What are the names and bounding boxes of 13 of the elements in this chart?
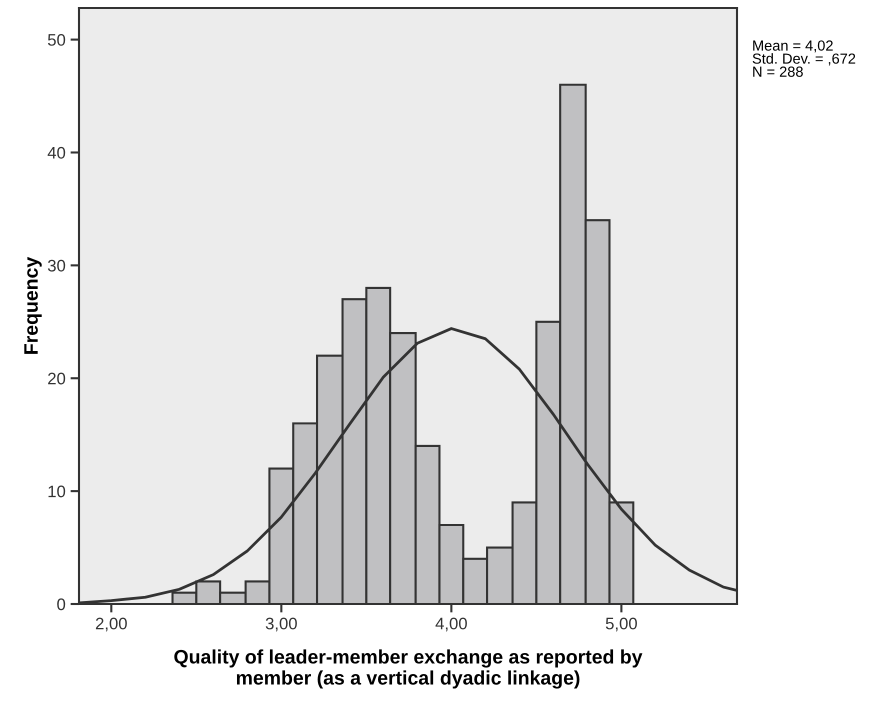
y-tick-label: 40 — [48, 146, 66, 159]
text: Mean = 4,02 Std. Dev. = ,672 N = 288 — [752, 40, 856, 77]
y-tick-label: 50 — [48, 34, 66, 46]
y-tick-label: 0 — [57, 598, 66, 610]
x-axis-title: Quality of leader-member exchange as reported by member (as a vertical dyadic linkage) — [174, 649, 642, 689]
x-tick-label: 4,00 — [436, 618, 467, 632]
y-tick-label: 20 — [48, 372, 66, 384]
y-axis-title: Frequency — [24, 256, 42, 354]
x-tick-label: 5,00 — [606, 618, 637, 632]
y-tick-label: 30 — [48, 260, 66, 272]
x-tick-label: 2,00 — [96, 618, 127, 632]
y-tick-label: 10 — [48, 486, 66, 498]
x-tick-label: 3,00 — [266, 618, 297, 632]
